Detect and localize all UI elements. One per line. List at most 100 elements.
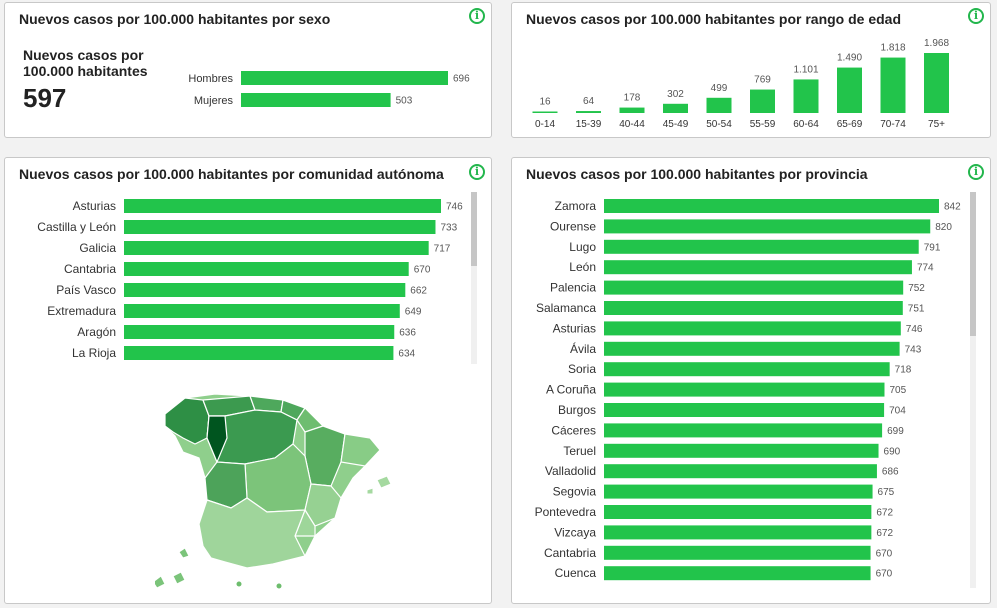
category-label: A Coruña <box>546 383 596 397</box>
bar <box>604 280 904 295</box>
info-icon[interactable]: i <box>968 164 984 180</box>
spain-choropleth-map <box>155 393 392 589</box>
map-region-zamora-leon <box>206 415 228 464</box>
bar <box>706 97 732 113</box>
category-label: País Vasco <box>56 283 116 297</box>
ccaa-bar-chart: Asturias 746 Castilla y León 733 Galicia 717 C… <box>37 199 463 360</box>
ccaa-scrollbar[interactable] <box>471 192 477 364</box>
category-label: Salamanca <box>536 301 596 315</box>
value-label: 686 <box>882 467 899 478</box>
map-region-andalucia <box>198 497 306 569</box>
value-label: 743 <box>905 344 922 355</box>
category-label: Ourense <box>550 219 596 233</box>
category-label: 75+ <box>928 119 945 130</box>
category-label: La Rioja <box>72 346 116 360</box>
bar <box>532 111 558 113</box>
category-label: 55-59 <box>750 119 776 130</box>
bar <box>604 464 877 479</box>
bar <box>604 362 890 377</box>
panel-edad-title: Nuevos casos por 100.000 habitantes por … <box>526 11 902 27</box>
value-label: 751 <box>908 304 925 315</box>
category-label: Cuenca <box>555 566 597 580</box>
map-region-galicia <box>164 397 210 445</box>
category-label: Castilla y León <box>37 220 116 234</box>
category-label: Asturias <box>553 321 596 335</box>
bar <box>124 262 409 276</box>
info-icon[interactable]: i <box>968 8 984 24</box>
value-label: 675 <box>878 487 895 498</box>
value-label: 696 <box>453 74 470 85</box>
value-label: 746 <box>906 324 923 335</box>
value-label: 1.818 <box>880 43 905 54</box>
bar <box>241 93 391 107</box>
panel-provincia: Nuevos casos por 100.000 habitantes por … <box>511 157 991 604</box>
value-label: 662 <box>410 286 427 297</box>
bar <box>663 103 688 113</box>
value-label: 670 <box>876 548 893 559</box>
map-region-baleares <box>366 475 392 495</box>
value-label: 178 <box>624 93 641 104</box>
panel-sexo-title: Nuevos casos por 100.000 habitantes por … <box>19 11 331 27</box>
ccaa-scrollbar-thumb[interactable] <box>471 192 477 266</box>
category-label: 50-54 <box>706 119 732 130</box>
category-label: Valladolid <box>545 464 596 478</box>
value-label: 699 <box>887 426 904 437</box>
bar <box>124 346 394 360</box>
value-label: 1.101 <box>793 64 818 75</box>
bar <box>604 382 885 397</box>
bar <box>124 325 395 339</box>
value-label: 690 <box>884 446 901 457</box>
category-label: 65-69 <box>837 119 863 130</box>
provincia-scrollbar-thumb[interactable] <box>970 192 976 336</box>
value-label: 672 <box>876 508 893 519</box>
edad-bar-chart: 16 0-14 64 15-39 178 40-44 302 45-49 499 50-54 769… <box>532 38 949 130</box>
value-label: 842 <box>944 202 961 213</box>
bar <box>124 304 400 318</box>
value-label: 649 <box>405 307 422 318</box>
panel-edad: Nuevos casos por 100.000 habitantes por … <box>511 2 991 138</box>
panel-ccaa: Nuevos casos por 100.000 habitantes por … <box>4 157 492 604</box>
kpi-label: Nuevos casos por 100.000 habitantes <box>23 47 148 79</box>
bar <box>604 545 871 560</box>
bar <box>576 111 601 113</box>
bar <box>604 566 871 581</box>
bar <box>604 239 919 254</box>
bar <box>924 53 949 113</box>
bar <box>750 89 775 113</box>
category-label: Cantabria <box>544 546 596 560</box>
value-label: 16 <box>539 97 551 108</box>
sexo-bar-chart: Hombres 696 Mujeres 503 <box>188 71 470 107</box>
value-label: 746 <box>446 202 463 213</box>
panel-sexo: Nuevos casos por 100.000 habitantes por … <box>4 2 492 138</box>
panel-ccaa-title: Nuevos casos por 100.000 habitantes por … <box>19 166 444 182</box>
value-label: 791 <box>924 242 941 253</box>
value-label: 769 <box>754 75 771 86</box>
category-label: 0-14 <box>535 119 555 130</box>
bar <box>604 341 900 356</box>
category-label: Burgos <box>558 403 596 417</box>
provincia-scrollbar[interactable] <box>970 192 976 588</box>
value-label: 302 <box>667 89 684 100</box>
info-icon[interactable]: i <box>469 164 485 180</box>
category-label: 45-49 <box>663 119 689 130</box>
category-label: Cantabria <box>64 262 116 276</box>
bar <box>604 199 939 213</box>
info-icon[interactable]: i <box>469 8 485 24</box>
value-label: 820 <box>935 222 952 233</box>
bar <box>619 107 645 113</box>
category-label: Zamora <box>555 199 597 213</box>
category-label: Vizcaya <box>554 525 596 539</box>
category-label: 70-74 <box>880 119 906 130</box>
bar <box>604 525 872 540</box>
category-label: Teruel <box>563 444 596 458</box>
value-label: 64 <box>583 96 595 107</box>
value-label: 503 <box>396 96 413 107</box>
category-label: Mujeres <box>194 95 234 107</box>
value-label: 774 <box>917 263 934 274</box>
map-region-canarias <box>155 547 190 589</box>
value-label: 672 <box>876 528 893 539</box>
category-label: León <box>569 260 596 274</box>
category-label: Soria <box>568 362 596 376</box>
value-label: 733 <box>440 223 457 234</box>
value-label: 670 <box>876 569 893 580</box>
